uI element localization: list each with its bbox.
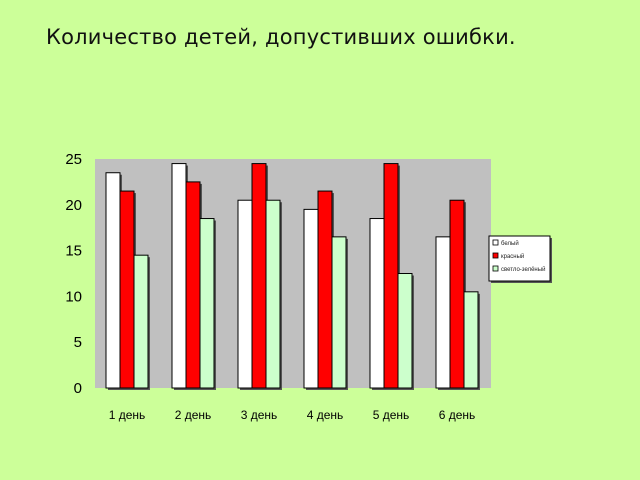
y-tick-label: 10 — [65, 288, 82, 305]
x-tick-label: 4 день — [307, 408, 344, 422]
y-tick-label: 15 — [65, 243, 82, 260]
bar-2-4 — [317, 190, 333, 389]
bar-3-4 — [331, 236, 347, 389]
bar-1-2 — [171, 163, 187, 389]
y-tick-label: 0 — [74, 380, 82, 397]
bar-1-6 — [435, 236, 451, 389]
legend-label: белый — [501, 240, 519, 247]
bar-1-3 — [237, 199, 253, 389]
plot-area — [95, 159, 491, 388]
bar-3-1 — [133, 254, 149, 389]
legend-swatch — [492, 252, 499, 259]
legend-swatch — [492, 239, 499, 246]
legend-box — [488, 235, 551, 282]
y-tick-label: 5 — [74, 334, 82, 351]
bar-2-5 — [383, 163, 399, 389]
bar-3-3 — [265, 199, 281, 389]
x-tick-label: 3 день — [241, 408, 278, 422]
bar-3-6 — [463, 291, 479, 389]
bar-3-5 — [397, 273, 413, 389]
bar-1-5 — [369, 218, 385, 389]
bar-2-3 — [251, 163, 267, 389]
x-axis: 1 день 2 день 3 день 4 день 5 день 6 день — [109, 408, 476, 422]
x-tick-label: 2 день — [175, 408, 212, 422]
y-tick-label: 25 — [65, 151, 82, 168]
bars — [105, 163, 480, 390]
bar-2-6 — [449, 199, 465, 389]
x-tick-label: 5 день — [373, 408, 410, 422]
legend-swatch — [492, 265, 499, 272]
bar-1-1 — [105, 172, 121, 389]
bar-2-1 — [119, 190, 135, 389]
y-axis: 0 5 10 15 20 25 — [65, 151, 82, 397]
legend-label: светло-зелёный — [501, 266, 545, 273]
bar-2-2 — [185, 181, 201, 389]
x-tick-label: 6 день — [439, 408, 476, 422]
legend: белый красный светло-зелёный — [488, 235, 552, 283]
x-tick-label: 1 день — [109, 408, 146, 422]
bar-1-4 — [303, 208, 319, 389]
legend-label: красный — [501, 253, 524, 260]
y-tick-label: 20 — [65, 197, 82, 214]
bar-3-2 — [199, 218, 215, 389]
slide-title: Количество детей, допустивших ошибки. — [46, 25, 516, 49]
